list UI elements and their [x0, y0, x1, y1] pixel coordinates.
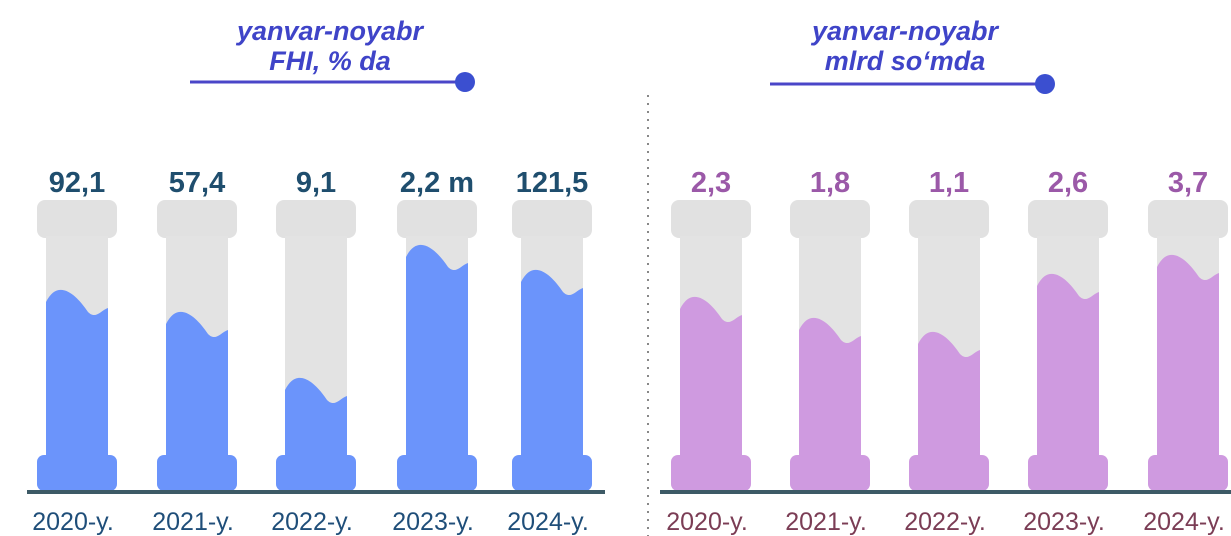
panel-title: yanvar-noyabr	[235, 16, 425, 46]
year-label: 2021-y.	[785, 508, 867, 536]
year-label: 2024-y.	[1143, 508, 1225, 536]
value-label: 9,1	[296, 167, 336, 199]
value-label: 2,6	[1048, 167, 1088, 199]
column-base	[1028, 455, 1108, 491]
column-cap	[671, 200, 751, 238]
column-cap	[397, 200, 477, 238]
column-base	[276, 455, 356, 491]
value-label: 2,3	[691, 167, 731, 199]
column-fill	[46, 289, 108, 458]
title-dot	[455, 72, 475, 92]
year-label: 2022-y.	[271, 508, 353, 536]
year-label: 2024-y.	[507, 508, 589, 536]
column-fill	[166, 311, 228, 458]
panel-title: FHI, % da	[269, 46, 391, 76]
year-label: 2022-y.	[904, 508, 986, 536]
column-fill	[406, 244, 468, 458]
column-base	[671, 455, 751, 491]
year-label: 2023-y.	[392, 508, 474, 536]
column-base	[1148, 455, 1228, 491]
column-base	[37, 455, 117, 491]
year-label: 2020-y.	[666, 508, 748, 536]
column-cap	[276, 200, 356, 238]
column-fill	[799, 317, 861, 458]
column-fill	[285, 377, 347, 458]
column-fill	[521, 269, 583, 458]
column-cap	[37, 200, 117, 238]
year-label: 2020-y.	[32, 508, 114, 536]
value-label: 1,8	[810, 167, 850, 199]
column-base	[790, 455, 870, 491]
year-label: 2023-y.	[1023, 508, 1105, 536]
column-fill	[1157, 254, 1219, 458]
column-cap	[512, 200, 592, 238]
column-fill	[680, 296, 742, 458]
title-dot	[1035, 74, 1055, 94]
value-label: 1,1	[929, 167, 969, 199]
column-cap	[157, 200, 237, 238]
column-base	[397, 455, 477, 491]
panel-title: yanvar-noyabr	[810, 16, 1000, 46]
value-label: 57,4	[169, 167, 225, 199]
column-fill	[918, 331, 980, 458]
value-label: 121,5	[516, 167, 589, 199]
column-base	[909, 455, 989, 491]
column-base	[512, 455, 592, 491]
value-label: 3,7	[1168, 167, 1208, 199]
column-cap	[909, 200, 989, 238]
column-cap	[1148, 200, 1228, 238]
column-cap	[790, 200, 870, 238]
column-cap	[1028, 200, 1108, 238]
column-base	[157, 455, 237, 491]
panel-title: mlrd so‘mda	[825, 46, 986, 76]
value-label: 2,2 m	[400, 167, 474, 199]
column-fill	[1037, 273, 1099, 458]
value-label: 92,1	[49, 167, 105, 199]
year-label: 2021-y.	[152, 508, 234, 536]
